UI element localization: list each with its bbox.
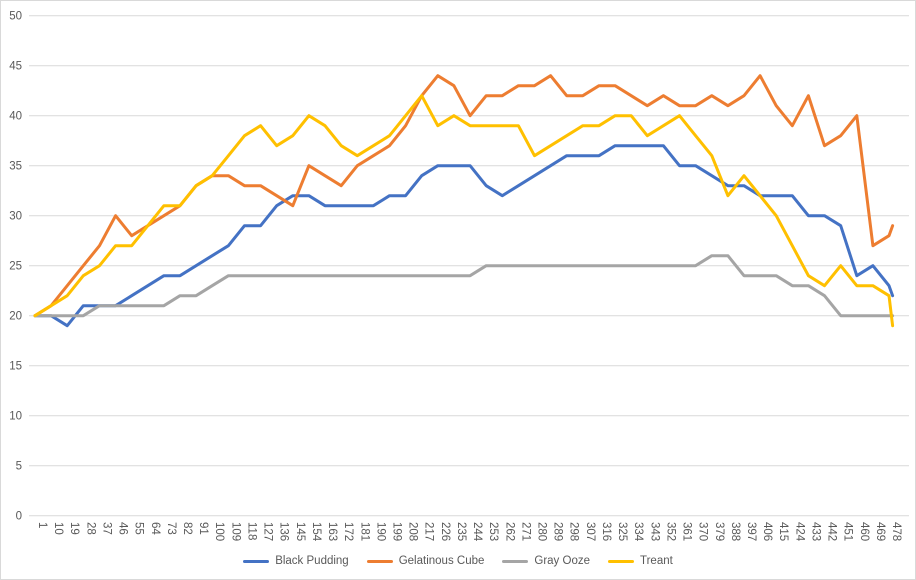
x-axis-label: 478: [890, 522, 902, 541]
y-axis-label: 30: [9, 211, 22, 223]
x-axis-label: 406: [761, 522, 773, 541]
x-axis-label: 334: [632, 522, 644, 542]
x-axis-label: 370: [697, 522, 709, 541]
x-axis-label: 28: [84, 522, 96, 535]
legend-line-swatch: [366, 559, 393, 563]
x-axis-label: 325: [616, 522, 628, 541]
legend-item-gelatinous-cube[interactable]: Gelatinous Cube: [366, 555, 485, 567]
x-axis-label: 424: [793, 522, 805, 542]
x-axis-label: 379: [713, 522, 725, 541]
x-axis-label: 199: [390, 522, 402, 541]
y-axis-label: 15: [9, 361, 22, 373]
series-line-black-pudding: [33, 144, 895, 328]
chart-legend: Black Pudding Gelatinous Cube Gray Ooze …: [1, 555, 915, 567]
x-axis-label: 19: [68, 522, 80, 535]
x-axis-label: 100: [213, 522, 225, 541]
legend-label: Treant: [640, 555, 673, 567]
x-axis-label: 397: [745, 522, 757, 541]
legend-line-swatch: [502, 559, 529, 563]
x-axis-label: 280: [536, 522, 548, 541]
x-axis-label: 316: [600, 522, 612, 541]
y-axis-label: 5: [16, 461, 22, 473]
x-axis-label: 190: [374, 522, 386, 541]
x-axis-label: 469: [874, 522, 886, 541]
x-axis-label: 451: [842, 522, 854, 541]
legend-line-swatch: [243, 559, 270, 563]
legend-item-treant[interactable]: Treant: [608, 555, 673, 567]
x-axis-label: 154: [310, 522, 322, 542]
x-axis-label: 73: [165, 522, 177, 535]
x-axis-label: 163: [326, 522, 338, 541]
series-line-gray-ooze: [33, 254, 895, 318]
x-axis-label: 145: [294, 522, 306, 541]
y-axis-label: 50: [9, 11, 22, 23]
x-axis-label: 64: [149, 522, 161, 535]
x-axis-label: 37: [100, 522, 112, 535]
y-axis-label: 25: [9, 261, 22, 273]
x-axis-label: 298: [568, 522, 580, 541]
x-axis-label: 226: [439, 522, 451, 541]
y-axis-label: 40: [9, 111, 22, 123]
x-axis-label: 361: [681, 522, 693, 541]
y-axis-label: 45: [9, 61, 22, 73]
legend-label: Gelatinous Cube: [398, 555, 485, 567]
legend-item-black-pudding[interactable]: Black Pudding: [243, 555, 349, 567]
x-axis-label: 1: [36, 522, 48, 528]
x-axis-label: 208: [407, 522, 419, 541]
x-axis-label: 181: [358, 522, 370, 541]
legend-line-swatch: [608, 559, 634, 563]
x-axis-label: 109: [229, 522, 241, 541]
x-axis-label: 307: [584, 522, 596, 541]
y-axis-label: 0: [16, 511, 22, 523]
x-axis-label: 460: [858, 522, 870, 541]
x-axis-label: 352: [664, 522, 676, 541]
x-axis-label: 118: [245, 522, 257, 540]
x-axis-label: 82: [181, 522, 193, 535]
series-line-treant: [33, 94, 895, 328]
legend-label: Black Pudding: [275, 555, 349, 567]
legend-item-gray-ooze[interactable]: Gray Ooze: [502, 555, 590, 567]
x-axis-label: 262: [503, 522, 515, 541]
x-axis-label: 217: [423, 522, 435, 541]
legend-label: Gray Ooze: [534, 555, 590, 567]
y-axis-label: 10: [9, 411, 22, 423]
x-axis-label: 91: [197, 522, 209, 535]
y-axis-label: 20: [9, 311, 22, 323]
x-axis-label: 289: [552, 522, 564, 541]
x-axis-label: 235: [455, 522, 467, 541]
x-axis-label: 46: [117, 522, 129, 535]
x-axis-label: 442: [826, 522, 838, 541]
y-axis-label: 35: [9, 161, 22, 173]
x-axis-label: 388: [729, 522, 741, 541]
x-axis-label: 343: [648, 522, 660, 541]
x-axis-label: 55: [133, 522, 145, 535]
x-axis-label: 244: [471, 522, 483, 542]
x-axis-label: 433: [809, 522, 821, 541]
x-axis-label: 415: [777, 522, 789, 541]
x-axis-label: 136: [278, 522, 290, 541]
x-axis-label: 172: [342, 522, 354, 541]
x-axis-label: 127: [262, 522, 274, 541]
x-axis-label: 271: [519, 522, 531, 541]
x-axis-label: 10: [52, 522, 64, 535]
x-axis-label: 253: [487, 522, 499, 541]
